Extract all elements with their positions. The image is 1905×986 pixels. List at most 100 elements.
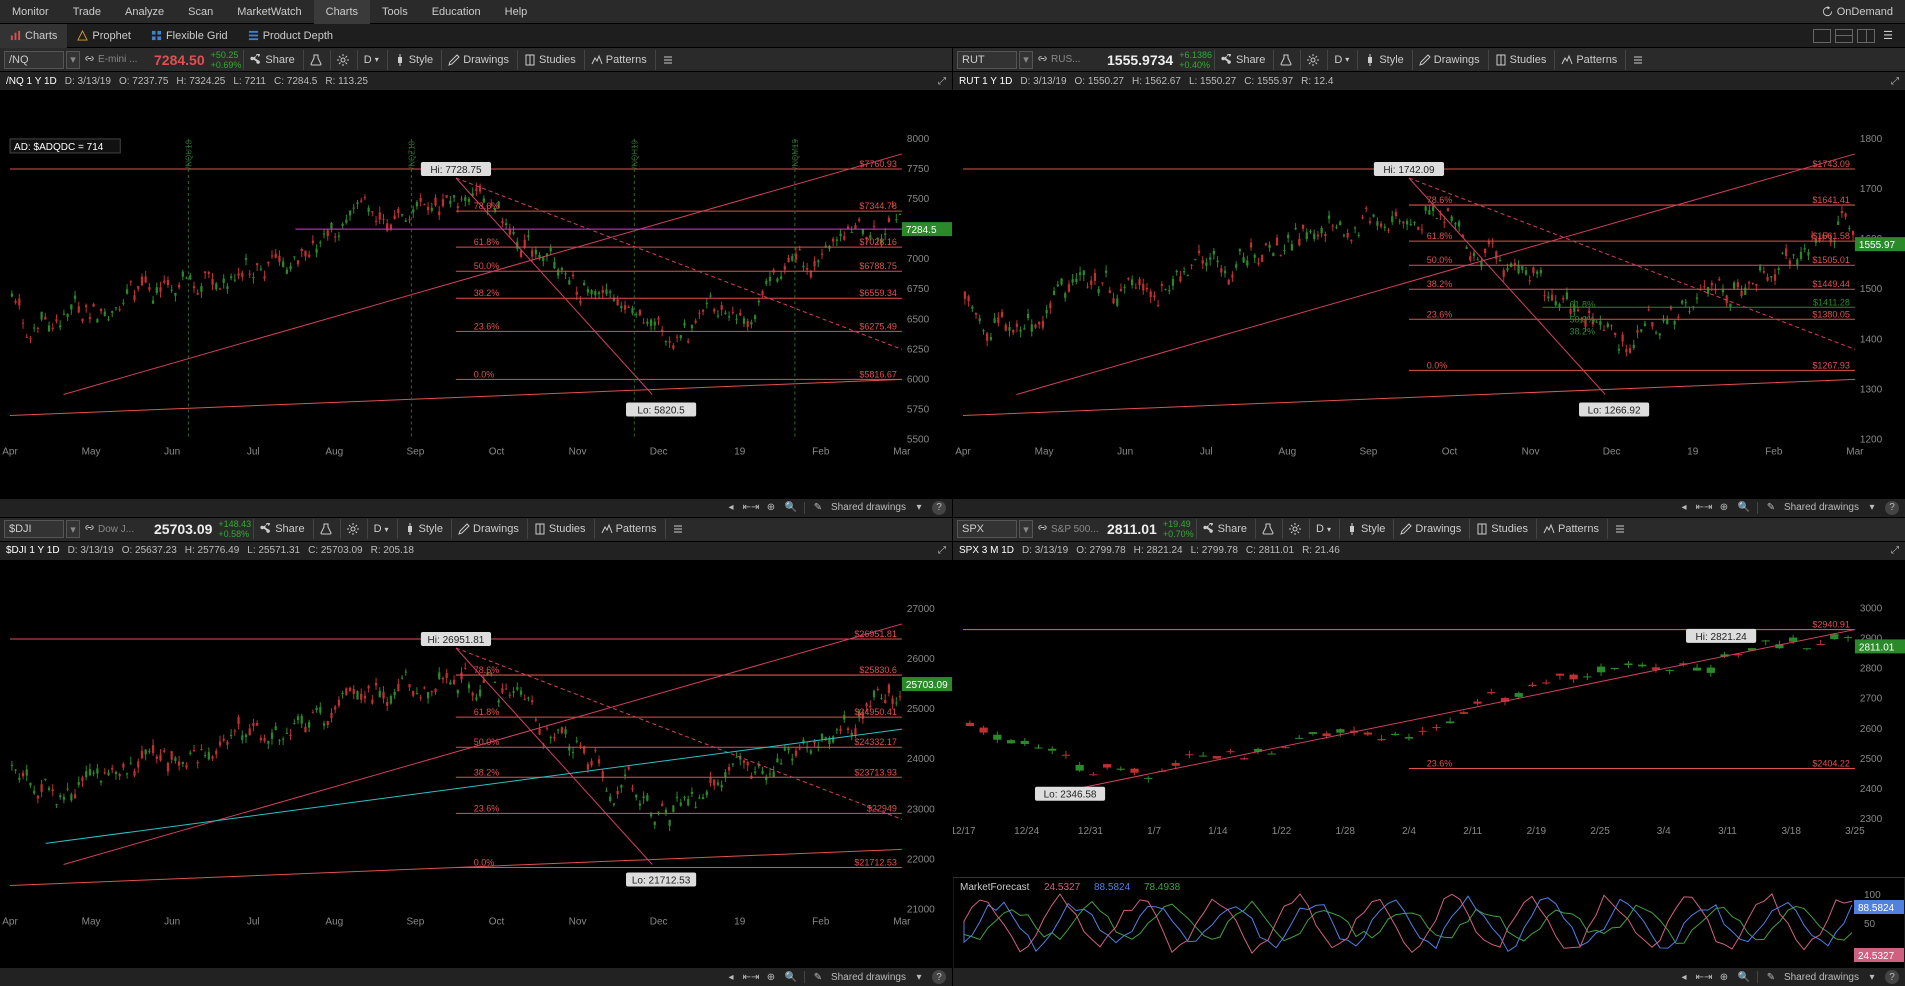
interval-button[interactable]: D▾ — [357, 50, 385, 70]
subtab-product-depth[interactable]: Product Depth — [238, 24, 343, 48]
help-icon[interactable]: ? — [1885, 501, 1899, 515]
nav-left-icon[interactable]: ◂ — [724, 501, 738, 515]
flask-button[interactable] — [313, 519, 338, 539]
menu-analyze[interactable]: Analyze — [113, 0, 176, 24]
symbol-input[interactable] — [957, 51, 1017, 69]
chart-svg[interactable]: 27000260002500024000230002200021000AprMa… — [0, 560, 952, 969]
shared-drawings-label[interactable]: Shared drawings — [831, 972, 906, 983]
dropdown-icon[interactable]: ▾ — [1865, 501, 1879, 515]
chart-area[interactable]: 8000775075007250700067506500625060005750… — [0, 90, 952, 499]
style-button[interactable]: Style — [387, 50, 439, 70]
zoom-icon[interactable]: 🔍 — [1737, 970, 1751, 984]
chart-area[interactable]: 1800170016001500140013001200AprMayJunJul… — [953, 90, 1905, 499]
menu-trade[interactable]: Trade — [61, 0, 113, 24]
flask-button[interactable] — [303, 50, 328, 70]
shared-drawings-label[interactable]: Shared drawings — [831, 502, 906, 513]
chart-svg[interactable]: 3000290028002700260025002400230012/1712/… — [953, 560, 1905, 878]
dropdown-icon[interactable]: ▾ — [1865, 970, 1879, 984]
share-button[interactable]: Share — [1214, 50, 1271, 70]
nav-step-icon[interactable]: ⇤⇥ — [744, 501, 758, 515]
symbol-input[interactable] — [4, 520, 64, 538]
pencil-icon[interactable]: ✎ — [811, 970, 825, 984]
menu-monitor[interactable]: Monitor — [0, 0, 61, 24]
symbol-dropdown[interactable]: ▾ — [1019, 520, 1033, 538]
chart-area[interactable]: 3000290028002700260025002400230012/1712/… — [953, 560, 1905, 878]
symbol-dropdown[interactable]: ▾ — [66, 51, 80, 69]
link-icon[interactable] — [82, 522, 96, 536]
drawings-button[interactable]: Drawings — [1412, 50, 1486, 70]
nav-left-icon[interactable]: ◂ — [1677, 970, 1691, 984]
crosshair-icon[interactable]: ⊕ — [1717, 970, 1731, 984]
style-button[interactable]: Style — [1357, 50, 1409, 70]
help-icon[interactable]: ? — [1885, 970, 1899, 984]
menu-education[interactable]: Education — [420, 0, 493, 24]
layout-2x2[interactable] — [1857, 29, 1875, 43]
nav-left-icon[interactable]: ◂ — [1677, 501, 1691, 515]
subtab-prophet[interactable]: Prophet — [67, 24, 141, 48]
crosshair-icon[interactable]: ⊕ — [764, 501, 778, 515]
drawings-button[interactable]: Drawings — [451, 519, 525, 539]
expand-icon[interactable]: ⤢ — [1891, 545, 1899, 556]
menu-button[interactable] — [665, 519, 690, 539]
dropdown-icon[interactable]: ▾ — [912, 970, 926, 984]
expand-icon[interactable]: ⤢ — [938, 545, 946, 556]
settings-button[interactable] — [340, 519, 365, 539]
zoom-icon[interactable]: 🔍 — [784, 501, 798, 515]
menu-button[interactable] — [1607, 519, 1632, 539]
menu-scan[interactable]: Scan — [176, 0, 225, 24]
subtab-charts[interactable]: Charts — [0, 24, 67, 48]
ondemand-button[interactable]: OnDemand — [1810, 6, 1905, 18]
menu-charts[interactable]: Charts — [314, 0, 370, 24]
style-button[interactable]: Style — [397, 519, 449, 539]
studies-button[interactable]: Studies — [1488, 50, 1553, 70]
symbol-input[interactable] — [4, 51, 64, 69]
expand-icon[interactable]: ⤢ — [1891, 76, 1899, 87]
chart-area[interactable]: 27000260002500024000230002200021000AprMa… — [0, 560, 952, 969]
chart-svg[interactable]: 1800170016001500140013001200AprMayJunJul… — [953, 90, 1905, 499]
share-button[interactable]: Share — [1196, 519, 1253, 539]
pencil-icon[interactable]: ✎ — [1764, 501, 1778, 515]
pencil-icon[interactable]: ✎ — [811, 501, 825, 515]
shared-drawings-label[interactable]: Shared drawings — [1784, 972, 1859, 983]
help-icon[interactable]: ? — [932, 501, 946, 515]
drawings-button[interactable]: Drawings — [1393, 519, 1467, 539]
link-icon[interactable] — [1035, 53, 1049, 67]
shared-drawings-label[interactable]: Shared drawings — [1784, 502, 1859, 513]
nav-step-icon[interactable]: ⇤⇥ — [1697, 501, 1711, 515]
zoom-icon[interactable]: 🔍 — [1737, 501, 1751, 515]
menu-help[interactable]: Help — [493, 0, 540, 24]
dropdown-icon[interactable]: ▾ — [912, 501, 926, 515]
flask-button[interactable] — [1273, 50, 1298, 70]
share-button[interactable]: Share — [243, 50, 300, 70]
link-icon[interactable] — [1035, 522, 1049, 536]
subtab-flexible-grid[interactable]: Flexible Grid — [141, 24, 238, 48]
studies-button[interactable]: Studies — [1469, 519, 1534, 539]
studies-button[interactable]: Studies — [517, 50, 582, 70]
interval-button[interactable]: D▾ — [367, 519, 395, 539]
settings-button[interactable] — [1282, 519, 1307, 539]
menu-button[interactable] — [1625, 50, 1650, 70]
symbol-dropdown[interactable]: ▾ — [1019, 51, 1033, 69]
patterns-button[interactable]: Patterns — [594, 519, 663, 539]
layout-2x1[interactable] — [1835, 29, 1853, 43]
patterns-button[interactable]: Patterns — [1554, 50, 1623, 70]
patterns-button[interactable]: Patterns — [1536, 519, 1605, 539]
nav-step-icon[interactable]: ⇤⇥ — [744, 970, 758, 984]
drawings-button[interactable]: Drawings — [441, 50, 515, 70]
style-button[interactable]: Style — [1339, 519, 1391, 539]
patterns-button[interactable]: Patterns — [584, 50, 653, 70]
nav-step-icon[interactable]: ⇤⇥ — [1697, 970, 1711, 984]
settings-button[interactable] — [330, 50, 355, 70]
pencil-icon[interactable]: ✎ — [1764, 970, 1778, 984]
help-icon[interactable]: ? — [932, 970, 946, 984]
symbol-dropdown[interactable]: ▾ — [66, 520, 80, 538]
menu-marketwatch[interactable]: MarketWatch — [225, 0, 313, 24]
link-icon[interactable] — [82, 53, 96, 67]
crosshair-icon[interactable]: ⊕ — [1717, 501, 1731, 515]
menu-tools[interactable]: Tools — [370, 0, 420, 24]
indicator-svg[interactable]: MarketForecast24.532788.582478.493810050… — [953, 878, 1905, 968]
expand-icon[interactable]: ⤢ — [938, 76, 946, 87]
nav-left-icon[interactable]: ◂ — [724, 970, 738, 984]
share-button[interactable]: Share — [253, 519, 310, 539]
settings-button[interactable] — [1300, 50, 1325, 70]
